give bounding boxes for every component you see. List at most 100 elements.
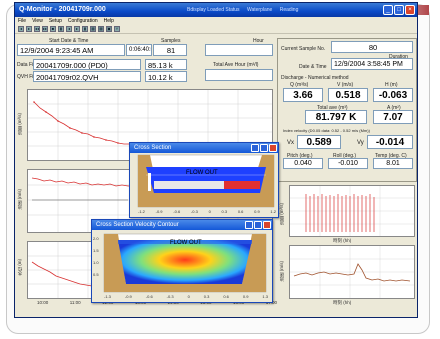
samples-field: 81 (153, 44, 187, 56)
velocity-contour-titlebar[interactable]: Cross Section Velocity Contour (92, 220, 272, 230)
right-velocity-svg (290, 246, 414, 298)
x-tick: -0.6 (173, 209, 181, 214)
x-tick: 0 (187, 294, 190, 299)
toolbar-button[interactable]: ▦ (98, 26, 104, 32)
x-tick: -0.3 (166, 294, 174, 299)
roll-label: Roll (deg.) (333, 153, 357, 159)
minimize-button[interactable] (245, 221, 253, 229)
x-tick: -0.9 (124, 294, 132, 299)
window-title: Q-Monitor - 20041709r.000 (19, 6, 106, 13)
velocity-contour-dialog[interactable]: Cross Section Velocity Contour (91, 219, 273, 303)
status-waterplane: Waterplane (246, 7, 273, 13)
window-controls: _ □ × (383, 5, 415, 15)
pitch-label: Pitch (deg.) (287, 153, 313, 159)
current-sample-label: Current Sample No. (281, 46, 326, 52)
maximize-button[interactable] (254, 221, 262, 229)
x-tick: -1.3 (104, 294, 111, 299)
x-tick: 0.9 (254, 209, 260, 214)
status-loaded: Bdisplay Loaded Status (187, 7, 240, 13)
menu-file[interactable]: File (18, 18, 27, 24)
area-label: A (m²) (387, 105, 401, 111)
menu-help[interactable]: Help (103, 18, 114, 24)
toolbar-button[interactable]: ▦ (90, 26, 96, 32)
toolbar-button[interactable]: ▮ (58, 26, 64, 32)
toolbar-button[interactable]: ▸ (74, 26, 80, 32)
cross-x-ticks: -1.2 -0.9 -0.6 -0.3 0 0.3 0.6 0.9 1.2 (138, 209, 276, 214)
close-button[interactable]: × (405, 5, 415, 15)
hour-label: Hour (253, 38, 264, 44)
start-label: Start Date & Time (49, 38, 89, 44)
duration-label: Duration (389, 54, 408, 60)
toolbar-button[interactable]: Y (114, 26, 120, 32)
cross-section-svg (137, 154, 275, 208)
cross-section-title: Cross Section (134, 145, 172, 151)
contour-y-ticks: 2.0 1.5 1.0 0.5 (93, 236, 99, 277)
y-tick: 0.5 (93, 272, 99, 277)
main-window: Q-Monitor - 20041709r.000 Bdisplay Loade… (14, 2, 418, 318)
vy-value: -0.014 (367, 135, 413, 149)
date-time-field: 12/9/2004 3:58:45 PM (331, 58, 413, 70)
data-file-size: 85.13 k (145, 59, 187, 70)
toolbar-button[interactable]: ◂ (66, 26, 72, 32)
x-tick: 11:00 (69, 300, 81, 305)
qvh-file-label: QVH File (17, 74, 38, 80)
plot2-ylabel: 流速 (m/s) (17, 189, 22, 210)
q-label: Q (m³/s) (290, 82, 309, 88)
total-hour-field (205, 69, 273, 81)
data-file-label: Data File (17, 62, 38, 68)
x-tick: 0.9 (242, 294, 249, 299)
toolbar-button[interactable]: ▸ (26, 26, 32, 32)
toolbar-button[interactable]: ■ (50, 26, 56, 32)
menu-configuration[interactable]: Configuration (67, 18, 98, 24)
minimize-button[interactable]: _ (383, 5, 393, 15)
toolbar-button[interactable]: ▮ (82, 26, 88, 32)
right-plot1-ylabel: 流量 (m³/s) (279, 203, 284, 225)
plot3-ylabel: 水位 (m) (17, 259, 22, 276)
samples-label: Samples (161, 38, 181, 44)
data-file-field: 20041709r.000 (PD0) (33, 59, 141, 70)
v-label: V (m/s) (337, 82, 354, 88)
hour-field (205, 44, 273, 56)
vx-label: Vx (287, 140, 295, 146)
toolbar-button[interactable]: ◂ (18, 26, 24, 32)
qvh-file-field: 20041709r02.QVH (33, 71, 141, 82)
close-button[interactable] (263, 221, 271, 229)
velocity-contour-svg (103, 233, 267, 293)
status-reading: Reading (279, 7, 299, 13)
y-tick: 1.5 (93, 248, 99, 253)
start-datetime-field: 12/9/2004 9:23:45 AM (17, 44, 125, 56)
menu-setup[interactable]: Setup (48, 18, 62, 24)
toolbar-button[interactable]: ◂◂ (34, 26, 40, 32)
area-value: 7.07 (373, 110, 413, 124)
elapsed-field: 0:06:40:00 (126, 44, 152, 56)
toolbar: ◂ ▸ ◂◂ ▸▸ ■ ▮ ◂ ▸ ▮ ▦ ▦ ▣ Y (15, 25, 417, 34)
x-tick: -1.2 (138, 209, 145, 214)
plot1-ylabel: 流量 (m³/s) (17, 113, 22, 135)
roll-value: -0.010 (328, 158, 368, 169)
x-tick: 1.2 (270, 209, 276, 214)
right-plot2-ylabel: 流速 (m/s) (279, 261, 284, 282)
close-button[interactable] (269, 144, 277, 152)
right-discharge-plot (289, 185, 415, 237)
right-discharge-svg (290, 186, 414, 236)
menu-bar: File View Setup Configuration Help (15, 17, 417, 25)
toolbar-button[interactable]: ▣ (106, 26, 112, 32)
cross-section-controls (251, 144, 277, 152)
menu-view[interactable]: View (32, 18, 43, 24)
maximize-button[interactable]: □ (394, 5, 404, 15)
x-tick: 10:00 (37, 300, 49, 305)
v-value: 0.518 (328, 88, 368, 102)
right-plot1-xlabel: 時刻 (hh) (333, 238, 352, 243)
cross-section-titlebar[interactable]: Cross Section (130, 143, 278, 153)
velocity-contour-controls (245, 221, 271, 229)
h-value: -0.063 (373, 88, 413, 102)
x-tick: -0.9 (155, 209, 163, 214)
toolbar-button[interactable]: ▸▸ (42, 26, 48, 32)
contour-flow-label: FLOW OUT (170, 240, 202, 246)
date-time-label: Date & Time (299, 64, 327, 70)
cross-section-dialog[interactable]: Cross Section FLOW OUT -1.2 -0.9 -0.6 -0… (129, 142, 279, 218)
minimize-button[interactable] (251, 144, 259, 152)
velocity-contour-title: Cross Section Velocity Contour (96, 222, 179, 228)
maximize-button[interactable] (260, 144, 268, 152)
y-tick: 1.0 (93, 260, 99, 265)
